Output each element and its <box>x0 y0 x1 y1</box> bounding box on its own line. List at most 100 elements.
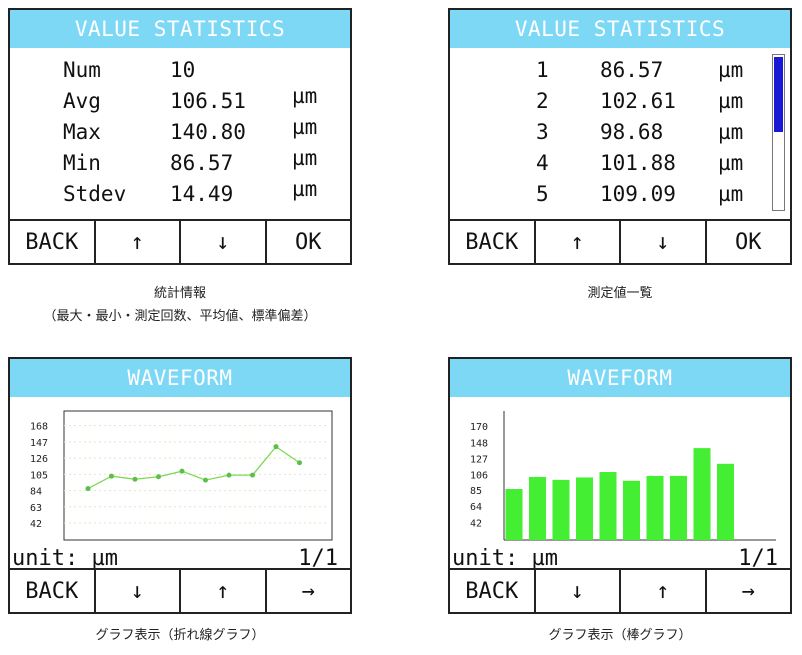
screen-title: VALUE STATISTICS <box>10 10 350 48</box>
stat-value: 140.80 <box>170 120 246 144</box>
data-point <box>85 486 91 492</box>
bar <box>623 480 640 540</box>
y-tick-label: 105 <box>30 470 48 481</box>
unit-label: unit: µm <box>452 546 558 571</box>
bar <box>646 475 664 540</box>
button-bar: BACK ↑ ↓ OK <box>10 219 350 263</box>
up-button[interactable]: ↑ <box>181 570 267 612</box>
y-tick-label: 127 <box>470 455 488 466</box>
back-button[interactable]: BACK <box>10 221 96 263</box>
y-tick-label: 85 <box>470 486 482 497</box>
y-tick-label: 147 <box>30 438 48 449</box>
caption-line-graph: グラフ表示（折れ線グラフ） <box>95 628 265 643</box>
plot-area <box>63 410 333 541</box>
data-point <box>250 472 255 478</box>
caption-stats: 統計情報 <box>153 286 206 301</box>
caption-bar-graph: グラフ表示（棒グラフ） <box>548 628 692 643</box>
series-line <box>87 445 300 490</box>
down-button[interactable]: ↓ <box>181 221 267 263</box>
data-point <box>273 444 279 450</box>
caption-stats-detail: （最大・最小・測定回数、平均値、標準偏差） <box>43 309 317 324</box>
y-tick-label: 84 <box>30 487 42 498</box>
button-bar: BACK ↓ ↑ → <box>450 568 790 612</box>
data-point <box>179 468 185 474</box>
y-tick-label: 148 <box>470 439 488 450</box>
list-value: 101.88 <box>600 151 676 175</box>
stat-label: Max <box>63 120 101 144</box>
stat-value: 10 <box>170 58 196 82</box>
stats-screen: VALUE STATISTICS Num 10 Avg 106.51 µm Max 140.… <box>8 8 352 265</box>
next-button[interactable]: → <box>301 578 315 604</box>
data-point <box>226 472 232 478</box>
bar-graph-screen: WAVEFORM 170 148 127 106 85 64 42 unit: µm 1/1… <box>448 357 792 614</box>
bar <box>505 489 523 540</box>
y-tick-label: 126 <box>30 454 48 465</box>
bar <box>693 448 711 540</box>
down-button[interactable]: ↓ <box>96 570 181 612</box>
screen-title: WAVEFORM <box>450 359 790 397</box>
stat-label: Num <box>63 58 101 82</box>
list-value: 109.09 <box>600 182 676 206</box>
data-point <box>132 476 138 482</box>
bar <box>717 463 734 540</box>
list-index: 3 <box>536 120 549 144</box>
y-tick-label: 168 <box>30 422 48 433</box>
next-button[interactable]: → <box>741 578 755 604</box>
up-button[interactable]: ↑ <box>621 570 707 612</box>
list-index: 2 <box>536 89 549 113</box>
screen-title: WAVEFORM <box>10 359 350 397</box>
list-unit: µm <box>718 120 744 144</box>
button-bar: BACK ↓ ↑ → <box>10 568 350 612</box>
back-button[interactable]: BACK <box>450 221 536 263</box>
bar <box>552 479 570 540</box>
line-graph-screen: WAVEFORM 168 147 126 105 84 63 42 unit: µm 1/1… <box>8 357 352 614</box>
stat-unit: µm <box>292 146 318 170</box>
list-unit: µm <box>718 89 744 113</box>
y-tick-label: 42 <box>30 519 42 530</box>
list-value: 98.68 <box>600 120 664 144</box>
ok-button[interactable]: OK <box>735 229 762 255</box>
caption-list: 測定値一覧 <box>587 286 653 301</box>
list-unit: µm <box>718 182 744 206</box>
line-chart: 168 147 126 105 84 63 42 <box>30 410 333 541</box>
bar <box>599 472 617 540</box>
stat-value: 106.51 <box>170 89 246 113</box>
y-tick-label: 106 <box>470 470 488 481</box>
down-button[interactable]: ↓ <box>536 570 621 612</box>
data-point <box>203 477 208 483</box>
list-unit: µm <box>718 151 744 175</box>
up-button[interactable]: ↑ <box>536 221 621 263</box>
list-index: 1 <box>536 58 549 82</box>
scrollbar[interactable] <box>772 54 785 211</box>
bar <box>576 477 593 540</box>
bar-chart: 170 148 127 106 85 64 42 <box>470 411 776 541</box>
y-tick-label: 64 <box>470 502 482 513</box>
y-tick-label: 170 <box>470 422 488 433</box>
page-indicator: 1/1 <box>298 546 338 571</box>
stat-unit: µm <box>292 84 318 108</box>
list-value: 102.61 <box>600 89 676 113</box>
scrollbar-thumb[interactable] <box>774 57 783 132</box>
back-button[interactable]: BACK <box>10 570 96 612</box>
stat-label: Avg <box>63 89 101 113</box>
list-screen: VALUE STATISTICS 1 86.57 µm 2 102.61 µm 3 98.68… <box>448 8 792 265</box>
y-tick-label: 63 <box>30 503 42 514</box>
data-point <box>297 460 302 466</box>
ok-button[interactable]: OK <box>295 229 322 255</box>
screen-title: VALUE STATISTICS <box>450 10 790 48</box>
list-index: 5 <box>536 182 549 206</box>
stat-unit: µm <box>292 177 318 201</box>
stat-value: 86.57 <box>170 151 234 175</box>
page-indicator: 1/1 <box>738 546 778 571</box>
up-button[interactable]: ↑ <box>96 221 181 263</box>
down-button[interactable]: ↓ <box>621 221 707 263</box>
stat-label: Stdev <box>63 182 127 206</box>
stat-value: 14.49 <box>170 182 234 206</box>
unit-label: unit: µm <box>12 546 118 571</box>
y-tick-label: 42 <box>470 519 482 530</box>
bar <box>670 475 687 540</box>
data-point <box>156 474 161 480</box>
bar <box>529 476 546 540</box>
back-button[interactable]: BACK <box>450 570 536 612</box>
data-point <box>109 473 114 479</box>
